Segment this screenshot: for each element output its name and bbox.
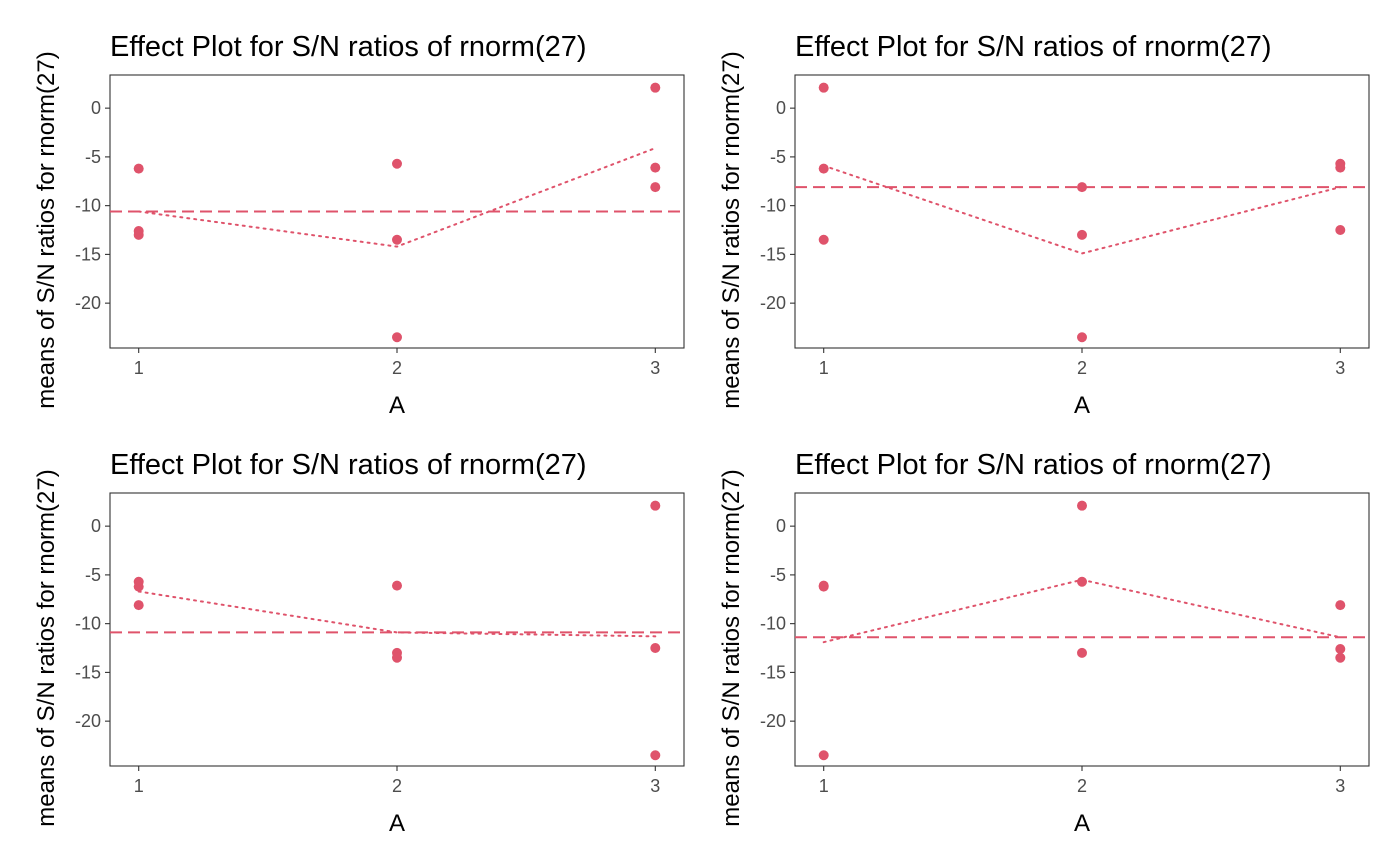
panel-3-title: Effect Plot for S/N ratios of rnorm(27) [110,449,587,481]
panel-4-data-point [818,581,829,592]
panel-2-x-tick-label: 1 [819,358,829,378]
panel-3-y-tick-label: -20 [75,711,101,731]
panel-3-x-tick-label: 3 [650,776,660,796]
panel-4-data-point [818,750,829,761]
panel-3-y-tick-label: -15 [75,662,101,682]
panel-2-x-axis-label: A [1074,392,1090,419]
panel-1-data-point [392,158,402,169]
panel-4-y-tick-label: -5 [770,565,786,585]
panel-2-data-point [1335,225,1346,236]
panel-1-x-tick-label: 3 [650,358,660,378]
panel-1-data-point [650,182,661,193]
panel-1: Effect Plot for S/N ratios of rnorm(27) … [33,31,685,419]
panel-1-data-point [392,332,402,343]
panel-1-x-tick-label: 1 [134,358,144,378]
panel-4-data-point [1077,500,1087,511]
panel-1-y-tick-label: -15 [75,244,101,264]
panel-4-level-means-line [822,578,1342,644]
panel-4-y-axis-label: means of S/N ratios for rnorm(27) [718,469,745,826]
panel-3-y-axis-label: means of S/N ratios for rnorm(27) [33,469,60,826]
panel-3-y-tick-label: 0 [91,516,101,536]
panel-2-y-tick-label: 0 [776,98,786,118]
panel-1-y-tick-label: -5 [85,147,101,167]
panel-4-x-tick-label: 2 [1077,776,1087,796]
panel-1-data-point [650,162,661,173]
panel-2-data-point [1077,182,1087,193]
panel-2-y-tick-label: -5 [770,147,786,167]
panel-1-y-tick-label: 0 [91,98,101,118]
panel-2-level-means-line [822,164,1342,255]
panel-2-x-tick-label: 2 [1077,358,1087,378]
panel-4-y-tick-label: -20 [760,711,786,731]
panel-1-y-tick-label: -10 [75,196,101,216]
panel-1-y-tick-label: -20 [75,293,101,313]
panel-3-data-point [392,652,402,663]
panel-3-data-point [650,500,661,511]
panel-3-data-point [392,580,402,591]
panel-3-x-tick-label: 1 [134,776,144,796]
panel-4: Effect Plot for S/N ratios of rnorm(27) … [718,449,1370,837]
panel-1-y-axis-label: means of S/N ratios for rnorm(27) [33,51,60,408]
panel-4-plot-border [794,492,1370,767]
panel-2-data-point [1077,229,1087,240]
panel-3-x-tick-label: 2 [392,776,402,796]
panel-2-y-tick-label: -10 [760,196,786,216]
panel-4-x-tick-label: 3 [1335,776,1345,796]
panel-2-data-point [818,163,829,174]
panel-4-x-tick-label: 1 [819,776,829,796]
panel-3-data-point [650,750,661,761]
panel-2-y-tick-label: -20 [760,293,786,313]
panel-3-plot-border [109,492,685,767]
panel-4-x-axis-label: A [1074,810,1090,837]
panel-3-y-tick-label: -5 [85,565,101,585]
panel-4-data-point [1335,652,1346,663]
panel-2-y-tick-label: -15 [760,244,786,264]
panel-3-data-point [133,600,144,611]
panel-4-y-tick-label: 0 [776,516,786,536]
panel-2-plot-border [794,74,1370,349]
panel-4-title: Effect Plot for S/N ratios of rnorm(27) [795,449,1272,481]
panel-4-data-point [1335,644,1346,654]
panel-3-level-means-line [137,590,657,638]
panel-3: Effect Plot for S/N ratios of rnorm(27) … [33,449,685,837]
panel-4-y-tick-label: -10 [760,614,786,634]
panel-1-data-point [133,163,144,174]
panel-1-data-point [650,82,661,93]
panel-2-y-axis-label: means of S/N ratios for rnorm(27) [718,51,745,408]
panel-4-y-tick-label: -15 [760,662,786,682]
panel-2-data-point [1335,162,1346,173]
panel-2-x-tick-label: 3 [1335,358,1345,378]
panel-1-x-axis-label: A [389,392,405,419]
panel-4-data-point [1335,600,1346,611]
panel-4-data-point [1077,647,1087,658]
panel-1-title: Effect Plot for S/N ratios of rnorm(27) [110,31,587,63]
panel-2-data-point [818,234,829,245]
panel-3-data-point [133,581,144,592]
panel-2-title: Effect Plot for S/N ratios of rnorm(27) [795,31,1272,63]
panel-3-x-axis-label: A [389,810,405,837]
panel-3-y-tick-label: -10 [75,614,101,634]
panel-2: Effect Plot for S/N ratios of rnorm(27) … [718,31,1370,419]
panel-1-data-point [133,229,144,240]
panel-1-x-tick-label: 2 [392,358,402,378]
panel-4-data-point [1077,576,1087,587]
panel-1-level-means-line [137,147,657,248]
panel-2-data-point [1077,332,1087,343]
panel-1-data-point [392,234,402,245]
panel-2-data-point [818,82,829,93]
panel-3-data-point [650,643,661,654]
